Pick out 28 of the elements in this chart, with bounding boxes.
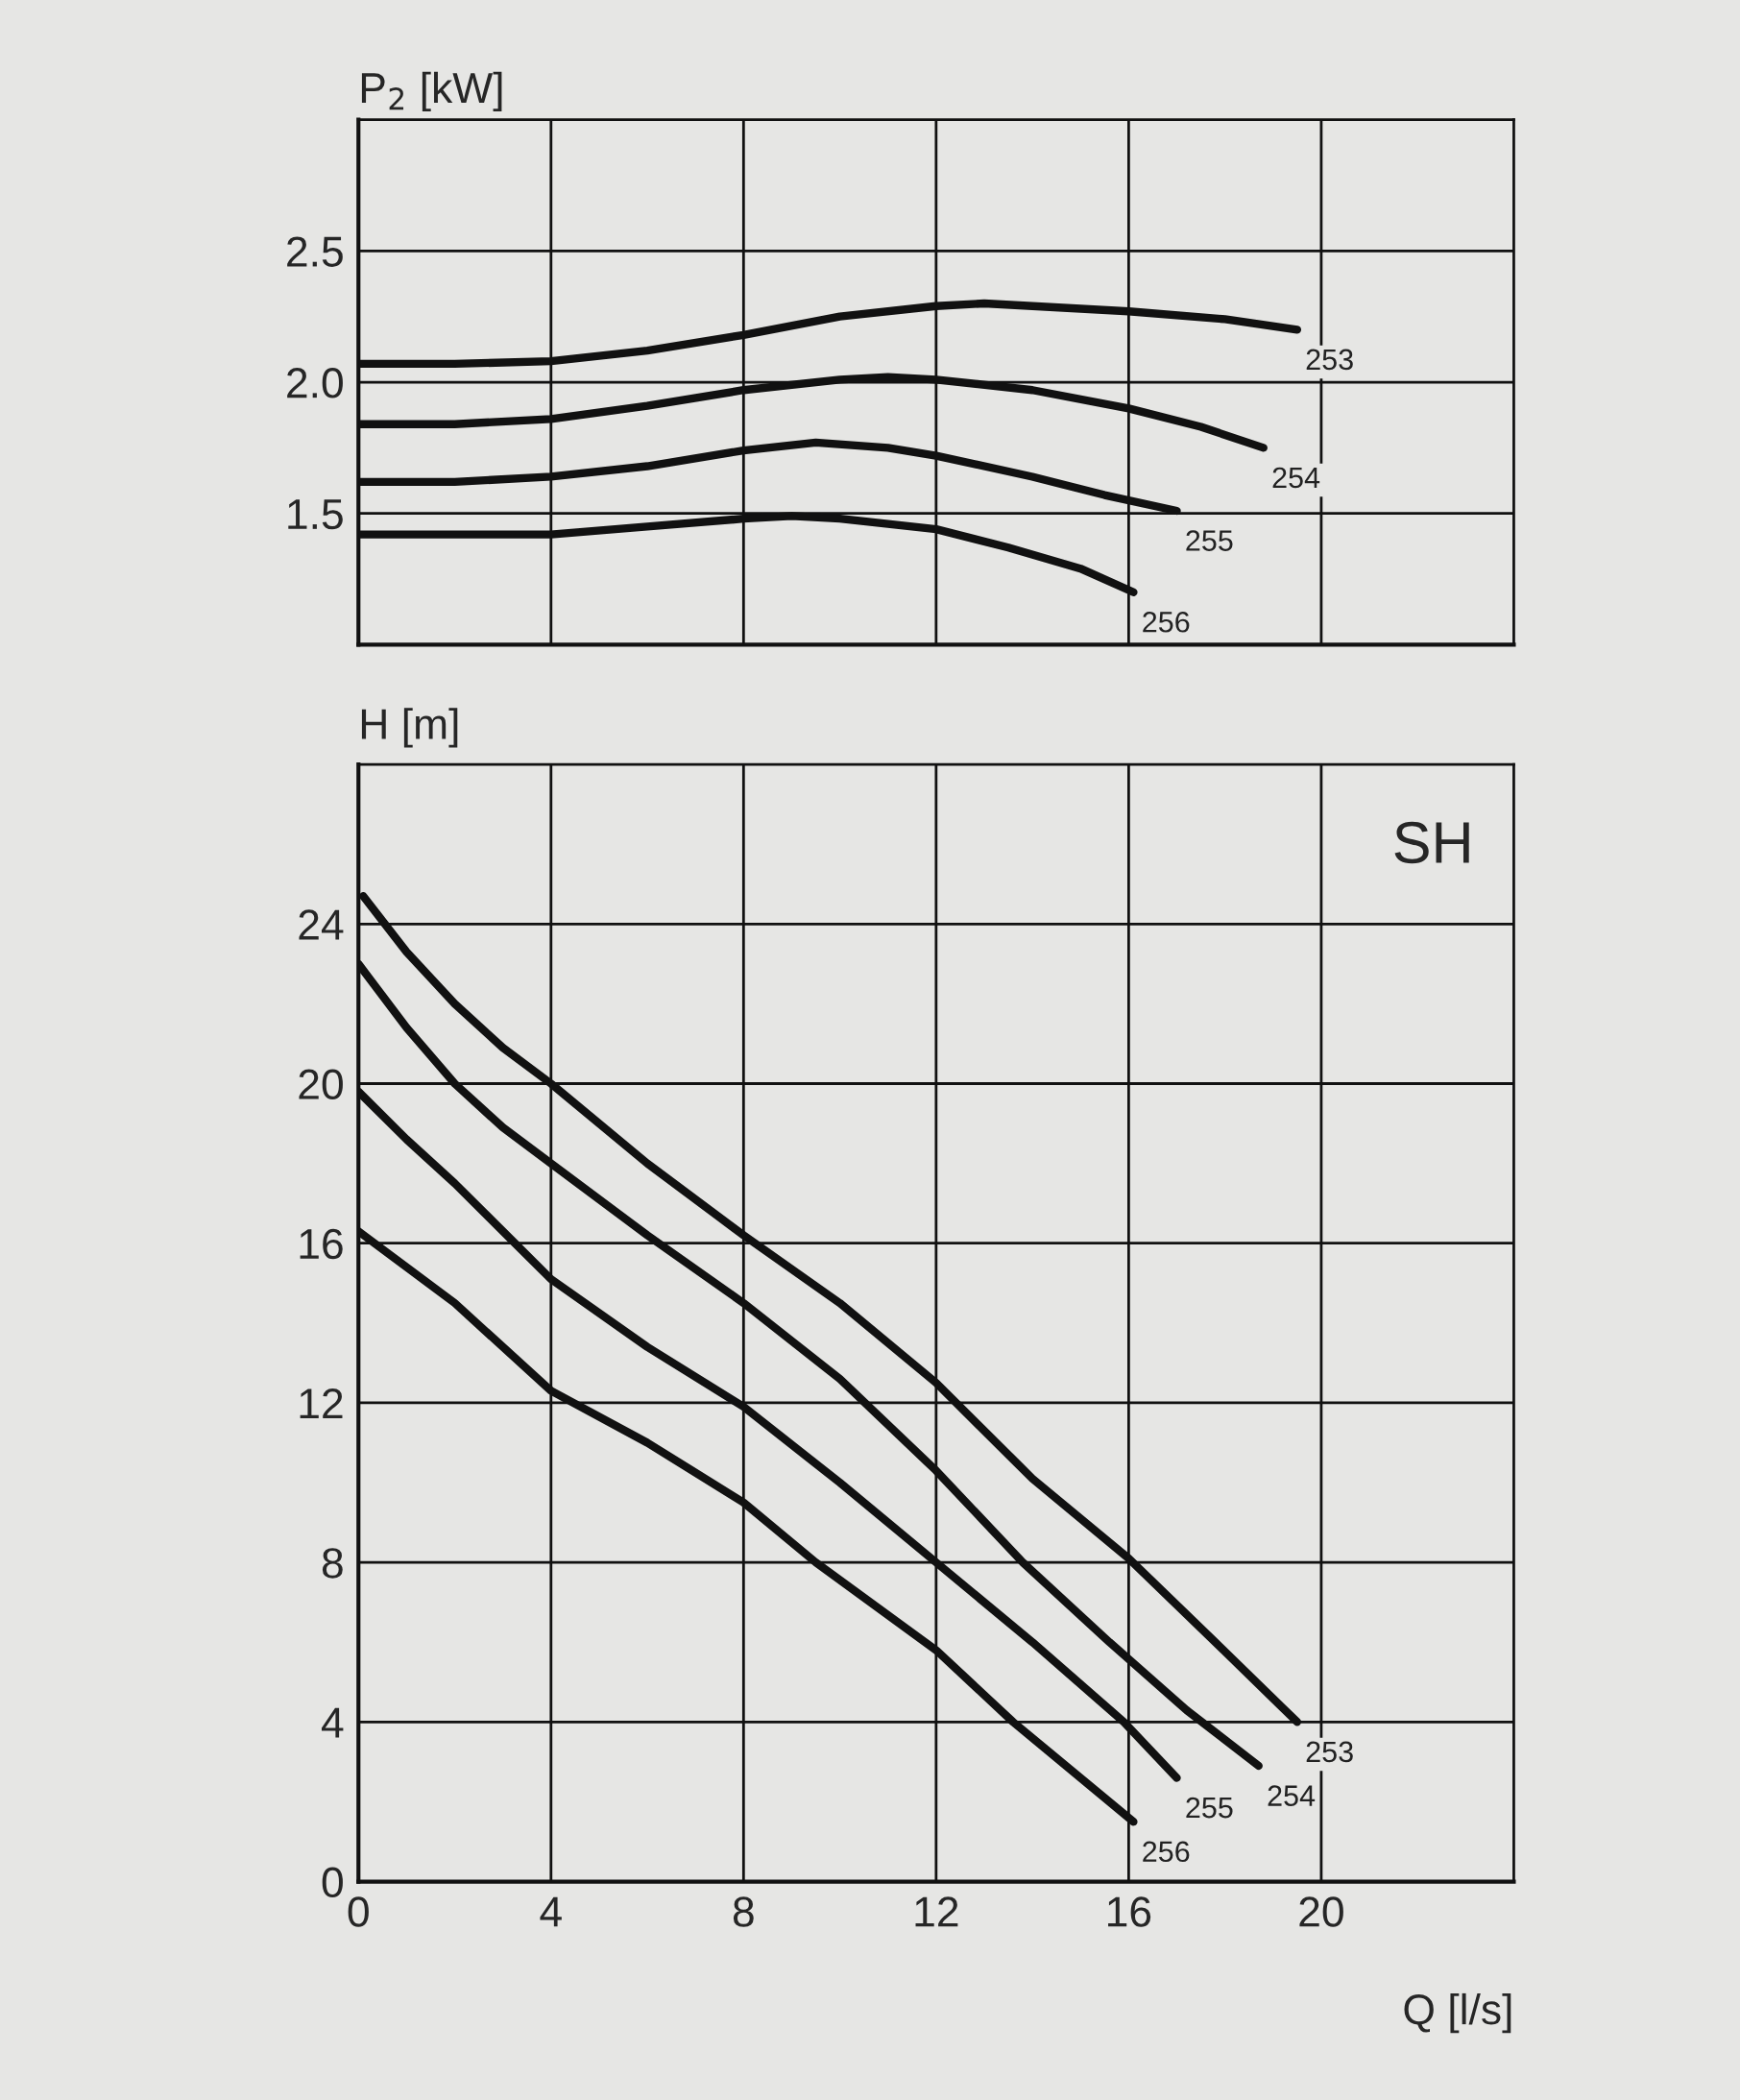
y-tick-label: 24 (299, 909, 344, 940)
y-axis-title: P$_{2}$ [kW] (361, 71, 502, 112)
annotation: SH (1394, 821, 1469, 864)
series-label: 254 (1268, 1785, 1316, 1806)
y-tick-label: 4 (321, 1707, 344, 1738)
y-tick-label: 1.5 (288, 499, 343, 530)
x-tick-label: 20 (1299, 1896, 1343, 1927)
y-axis-title: H [m] (361, 708, 458, 748)
series-label: 256 (1143, 1841, 1190, 1863)
y-tick-label: 2.5 (287, 236, 343, 267)
x-tick-label: 0 (348, 1896, 369, 1927)
series-label: 255 (1186, 530, 1233, 551)
x-tick-label: 12 (915, 1896, 958, 1927)
y-tick-label: 8 (322, 1548, 343, 1579)
series-label: 255 (1186, 1797, 1233, 1819)
series-label: 253 (1306, 1741, 1353, 1763)
y-tick-label: 12 (300, 1388, 343, 1419)
y-tick-label: 0 (322, 1867, 343, 1898)
x-axis-title: Q [l/s] (1404, 1992, 1511, 2034)
x-tick-label: 8 (733, 1896, 754, 1927)
y-tick-label: 2.0 (287, 368, 343, 398)
y-tick-label: 20 (299, 1069, 343, 1100)
series-label: 253 (1306, 349, 1353, 371)
x-tick-label: 16 (1108, 1896, 1151, 1927)
y-tick-label: 16 (300, 1228, 343, 1260)
x-tick-label: 4 (540, 1896, 562, 1927)
series-label: 254 (1272, 467, 1320, 489)
series-label: 256 (1143, 611, 1190, 633)
